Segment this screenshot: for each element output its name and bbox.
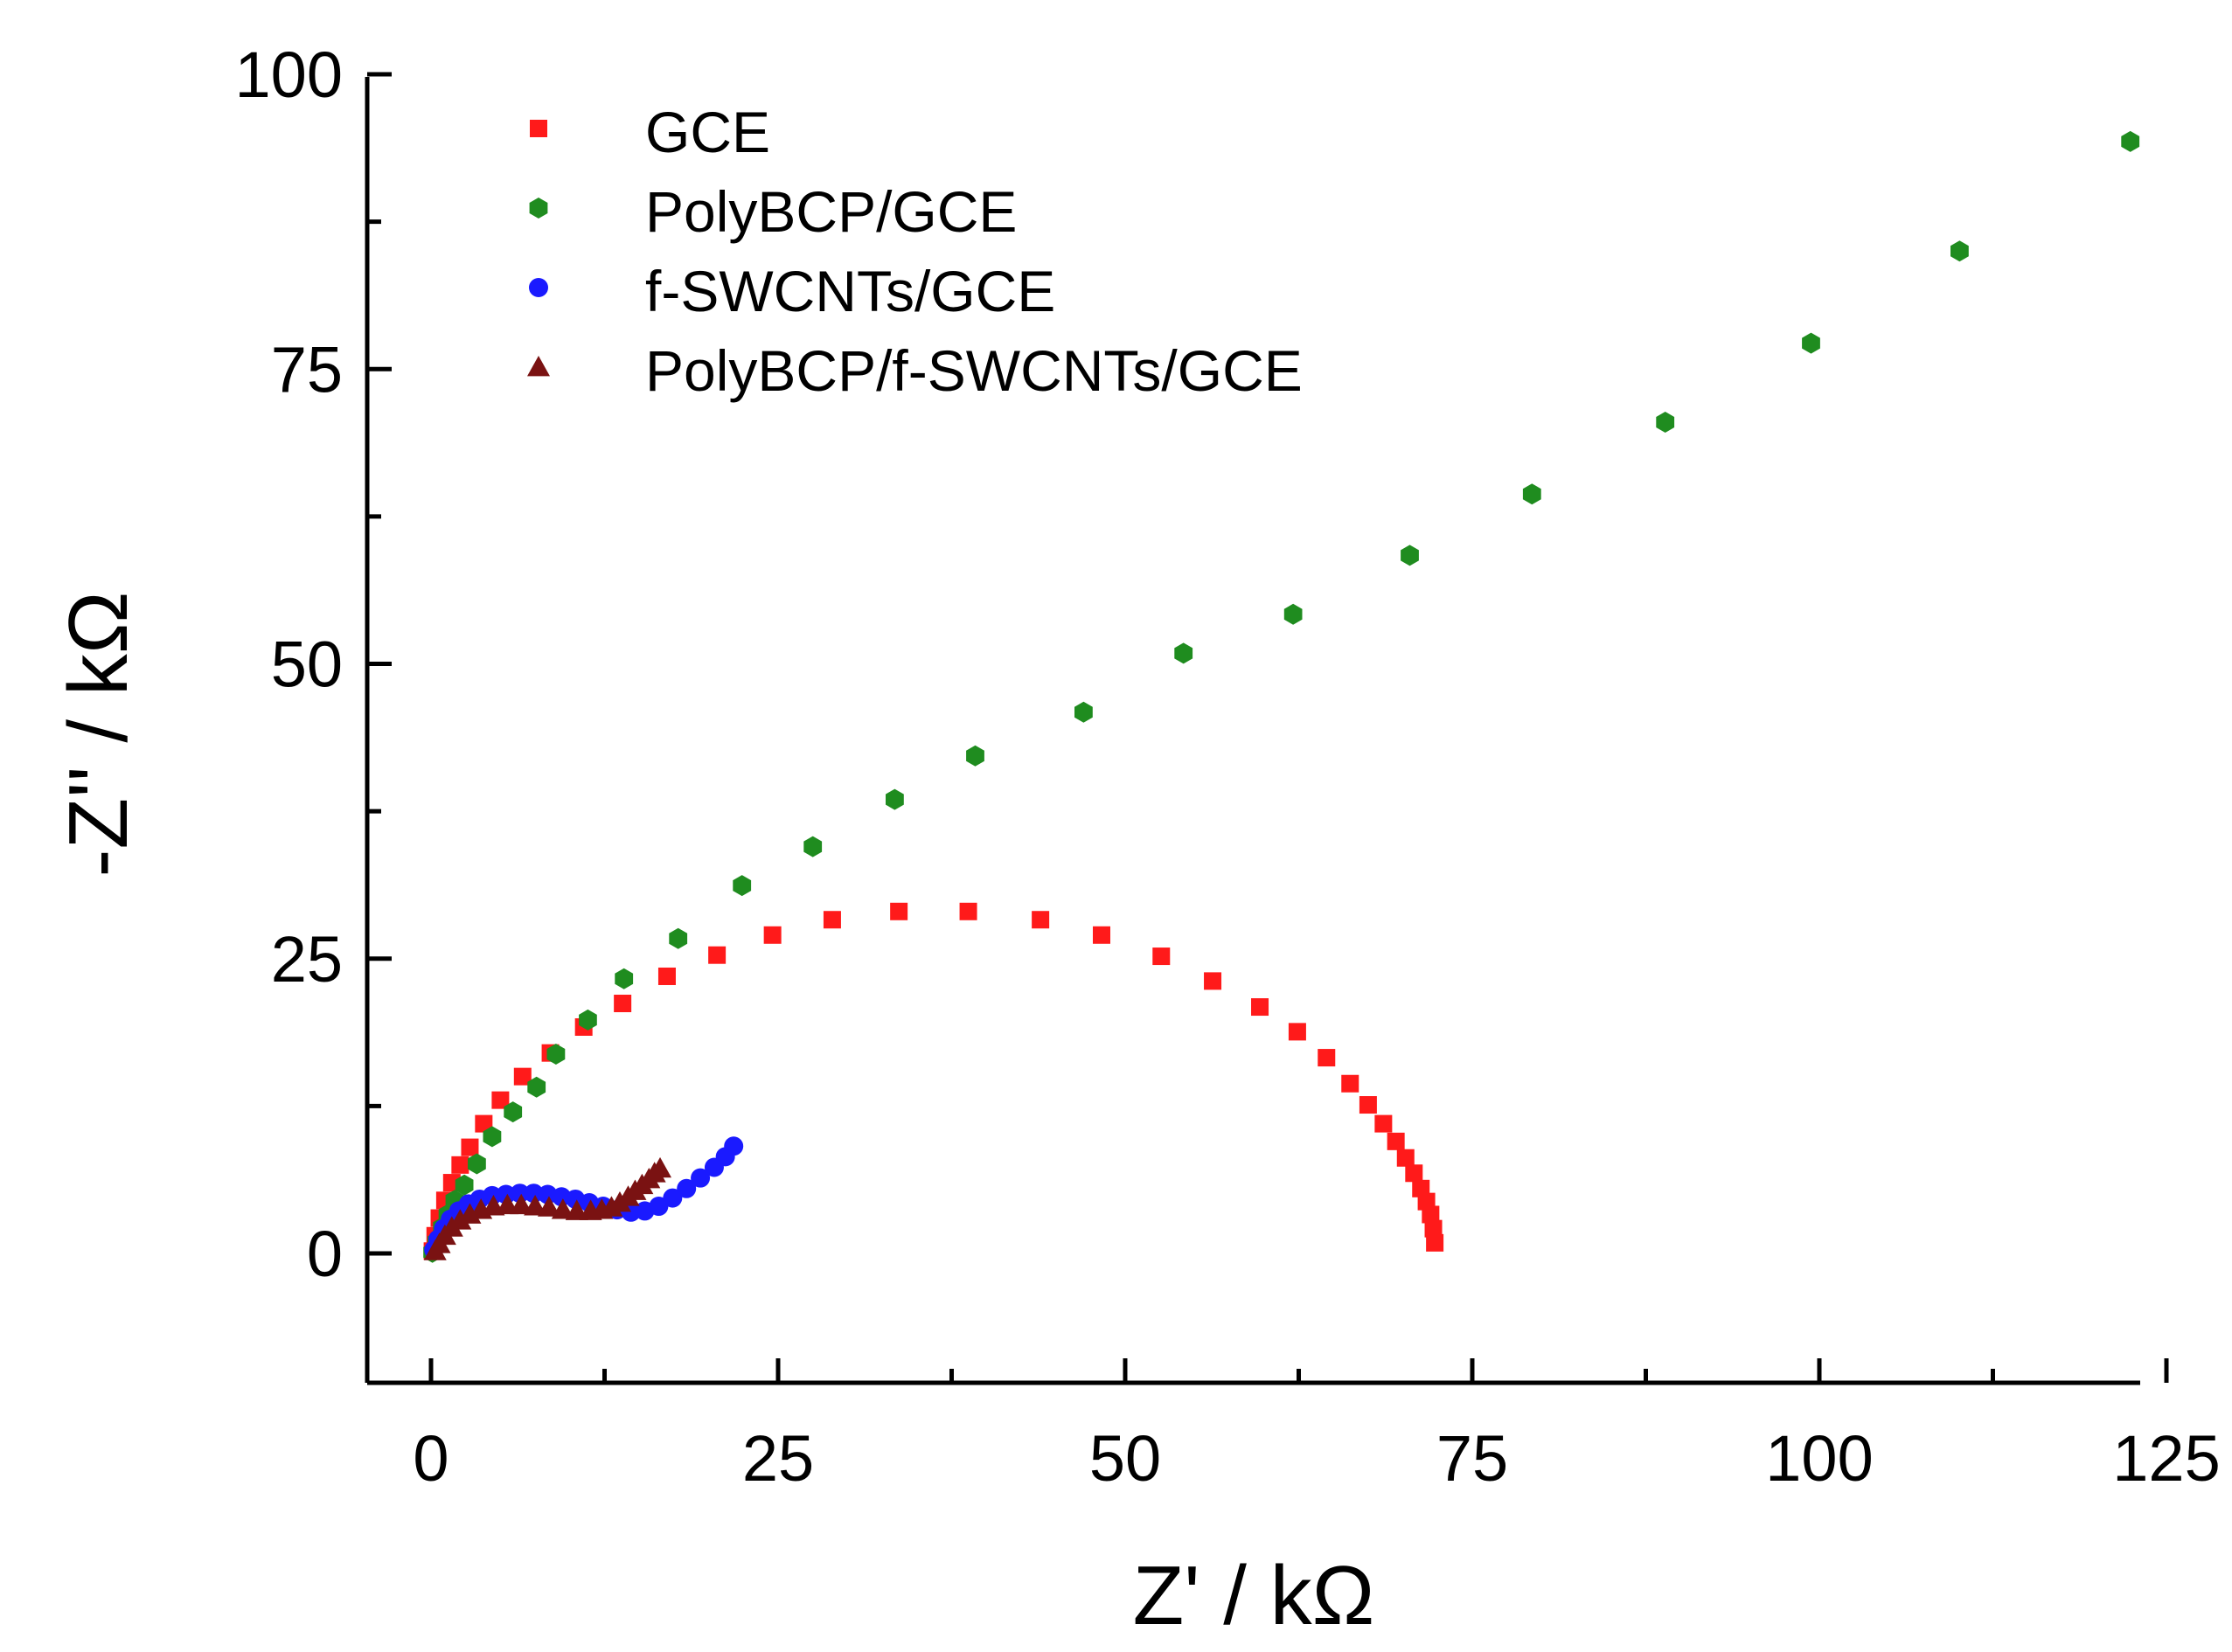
data-point — [1401, 545, 1419, 566]
data-point — [614, 995, 632, 1013]
data-point — [482, 1185, 502, 1205]
data-point — [733, 875, 752, 897]
data-point — [475, 1114, 493, 1133]
x-tick-label: 125 — [2112, 1422, 2220, 1495]
y-tick-label: 50 — [271, 628, 343, 701]
legend-marker-1 — [530, 120, 547, 137]
data-point — [1656, 412, 1675, 433]
data-point — [1387, 1132, 1405, 1150]
data-point — [615, 968, 634, 989]
data-point — [524, 1183, 544, 1204]
data-point — [1405, 1164, 1423, 1183]
data-point — [649, 1156, 672, 1178]
y-axis-title: -Z'' / kΩ — [52, 591, 145, 877]
data-point — [657, 967, 676, 985]
data-point — [724, 1136, 744, 1156]
data-point — [527, 1076, 546, 1098]
data-point — [1426, 1233, 1444, 1252]
data-point — [1424, 1219, 1443, 1238]
data-point — [708, 946, 727, 964]
data-point — [1802, 332, 1820, 354]
data-point — [1341, 1074, 1359, 1093]
data-point — [1032, 911, 1050, 929]
data-point — [1283, 603, 1303, 625]
series-4-points — [423, 1156, 672, 1260]
data-point — [510, 1183, 530, 1204]
x-tick-label: 0 — [413, 1422, 448, 1495]
data-point — [468, 1153, 486, 1175]
data-point — [1251, 998, 1269, 1017]
data-point — [823, 911, 841, 929]
data-point — [803, 836, 823, 857]
data-point — [496, 1184, 516, 1204]
data-point — [510, 1193, 533, 1215]
data-point — [1204, 972, 1222, 990]
data-point — [1074, 701, 1093, 723]
data-point — [890, 902, 908, 920]
data-point — [451, 1156, 469, 1174]
data-point — [886, 788, 904, 810]
data-point — [1152, 947, 1171, 966]
legend-marker-4 — [527, 356, 550, 377]
data-point — [455, 1174, 474, 1196]
data-point — [669, 927, 688, 949]
data-point — [663, 1188, 683, 1208]
data-point — [677, 1178, 697, 1198]
y-tick-label: 0 — [307, 1218, 343, 1290]
data-point — [551, 1198, 574, 1219]
data-point — [546, 1044, 566, 1065]
data-point — [763, 926, 782, 944]
data-point — [524, 1195, 547, 1216]
data-point — [448, 1209, 472, 1230]
data-point — [461, 1138, 479, 1156]
data-point — [1374, 1114, 1393, 1133]
data-point — [579, 1009, 597, 1031]
data-point — [2121, 130, 2140, 152]
data-point — [691, 1168, 711, 1188]
data-point — [504, 1101, 523, 1123]
data-point — [1950, 240, 1969, 262]
legend-label-2: PolyBCP/GCE — [645, 179, 1017, 244]
data-point — [1318, 1049, 1336, 1067]
legend-label-1: GCE — [645, 100, 770, 164]
y-tick-label: 100 — [235, 38, 343, 111]
data-point — [1359, 1096, 1377, 1114]
data-point — [966, 745, 984, 767]
data-point — [491, 1091, 510, 1109]
x-tick-label: 25 — [742, 1422, 814, 1495]
data-markers — [423, 130, 2140, 1263]
y-tick-label: 75 — [271, 333, 343, 406]
legend: GCE PolyBCP/GCE f-SWCNTs/GCE PolyBCP/f-SWCN… — [527, 100, 1303, 403]
x-axis-ticks: 0 25 50 75 100 125 — [413, 1358, 2221, 1495]
data-point — [959, 902, 977, 920]
x-tick-label: 75 — [1436, 1422, 1508, 1495]
data-point — [537, 1196, 560, 1217]
data-point — [1396, 1149, 1415, 1167]
x-tick-label: 100 — [1765, 1422, 1873, 1495]
y-tick-label: 25 — [271, 923, 343, 996]
data-point — [1522, 483, 1541, 505]
x-axis-title: Z' / kΩ — [1133, 1549, 1375, 1642]
data-point — [1093, 926, 1111, 944]
data-point — [1288, 1023, 1306, 1041]
x-tick-label: 50 — [1089, 1422, 1161, 1495]
data-point — [649, 1197, 669, 1217]
data-point — [513, 1067, 532, 1086]
data-point — [1422, 1205, 1440, 1224]
legend-marker-2 — [529, 198, 548, 219]
legend-label-4: PolyBCP/f-SWCNTs/GCE — [645, 338, 1303, 403]
data-point — [1174, 642, 1193, 664]
legend-marker-3 — [529, 278, 548, 297]
data-point — [483, 1126, 502, 1148]
legend-label-3: f-SWCNTs/GCE — [645, 259, 1055, 323]
y-axis-ticks: 0 25 50 75 100 — [235, 38, 392, 1290]
